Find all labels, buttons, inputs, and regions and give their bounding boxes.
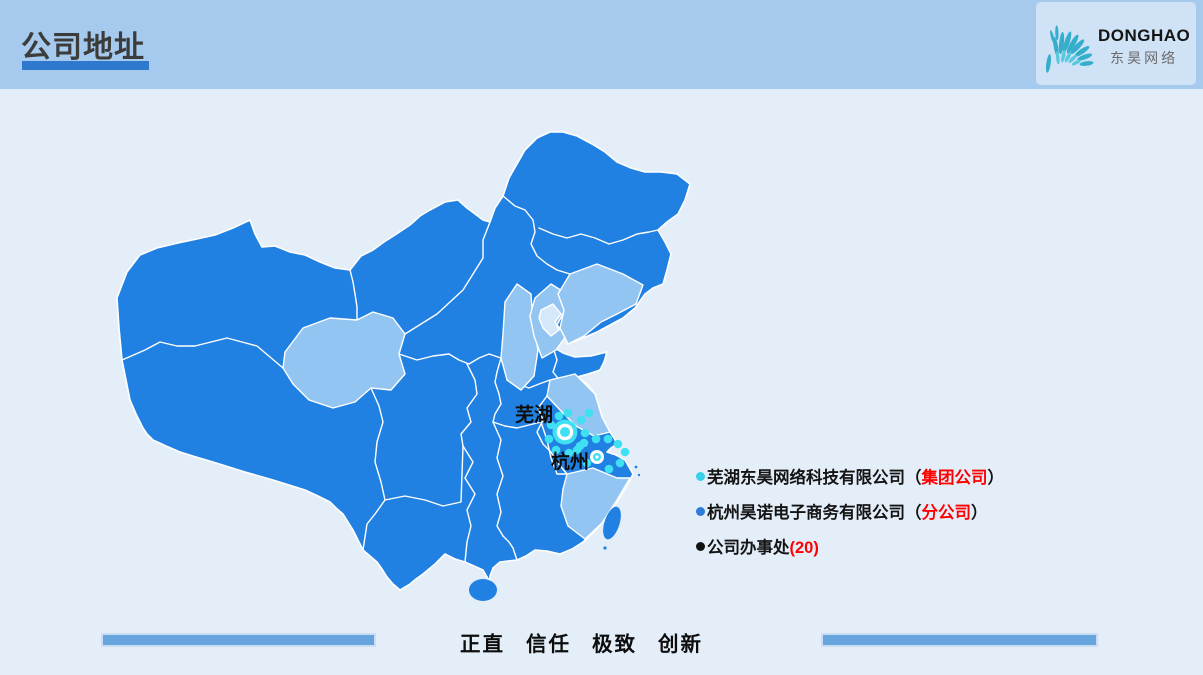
province-jiangsu [546,373,611,437]
legend-item-group-company: 芜湖东昊网络科技有限公司（集团公司） [696,465,1004,487]
slogan-word: 极致 [592,633,637,656]
province-shanxi [500,283,539,391]
hangzhou-marker [590,450,604,464]
islands [469,465,641,601]
slogan-word: 正直 [460,633,505,656]
province-qinghai [282,311,406,409]
province-beijing-tianjin [538,303,562,337]
footer-bar-left [101,633,376,647]
mainland-shape [116,131,691,591]
legend-item-offices: 公司办事处(20) [696,535,1004,557]
province-borders [121,195,659,563]
company-logo: DONGHAO 东昊网络 [1036,2,1196,85]
blue-dot-icon [696,506,705,516]
legend-item-branch-company: 杭州昊诺电子商务有限公司（分公司） [696,500,1004,522]
brand-name: DONGHAO [1098,25,1191,45]
china-map: 芜湖 杭州 [116,131,691,601]
office-dots-wuhu [544,408,594,458]
province-liaoning [557,263,644,345]
island-hainan [469,579,497,601]
legend-label: 公司办事处(20) [707,539,819,557]
black-dot-icon [696,541,705,551]
fan-leaves-icon [1045,24,1094,73]
map-legend: 芜湖东昊网络科技有限公司（集团公司） 杭州昊诺电子商务有限公司（分公司） 公司办… [696,465,1004,557]
slogan-word: 信任 [526,633,571,656]
legend-label: 芜湖东昊网络科技有限公司（集团公司） [707,469,1004,487]
hangzhou-label: 杭州 [551,450,589,473]
wuhu-marker [552,419,578,445]
slogan-word: 创新 [658,633,703,656]
footer-bar-right [821,633,1098,647]
legend-label: 杭州昊诺电子商务有限公司（分公司） [707,504,988,522]
title-underline [22,61,149,70]
brand-name-chinese: 东昊网络 [1110,49,1179,66]
wuhu-label: 芜湖 [515,403,553,426]
company-values-slogan: 正直 信任 极致 创新 [460,627,703,657]
office-dots-hangzhou [572,434,630,474]
page-title: 公司地址 [21,31,145,64]
province-fujian [560,467,631,540]
header-bar: 公司地址 [0,0,1203,89]
island-taiwan [603,506,621,540]
light-provinces [282,263,644,540]
cyan-dot-icon [696,471,705,481]
